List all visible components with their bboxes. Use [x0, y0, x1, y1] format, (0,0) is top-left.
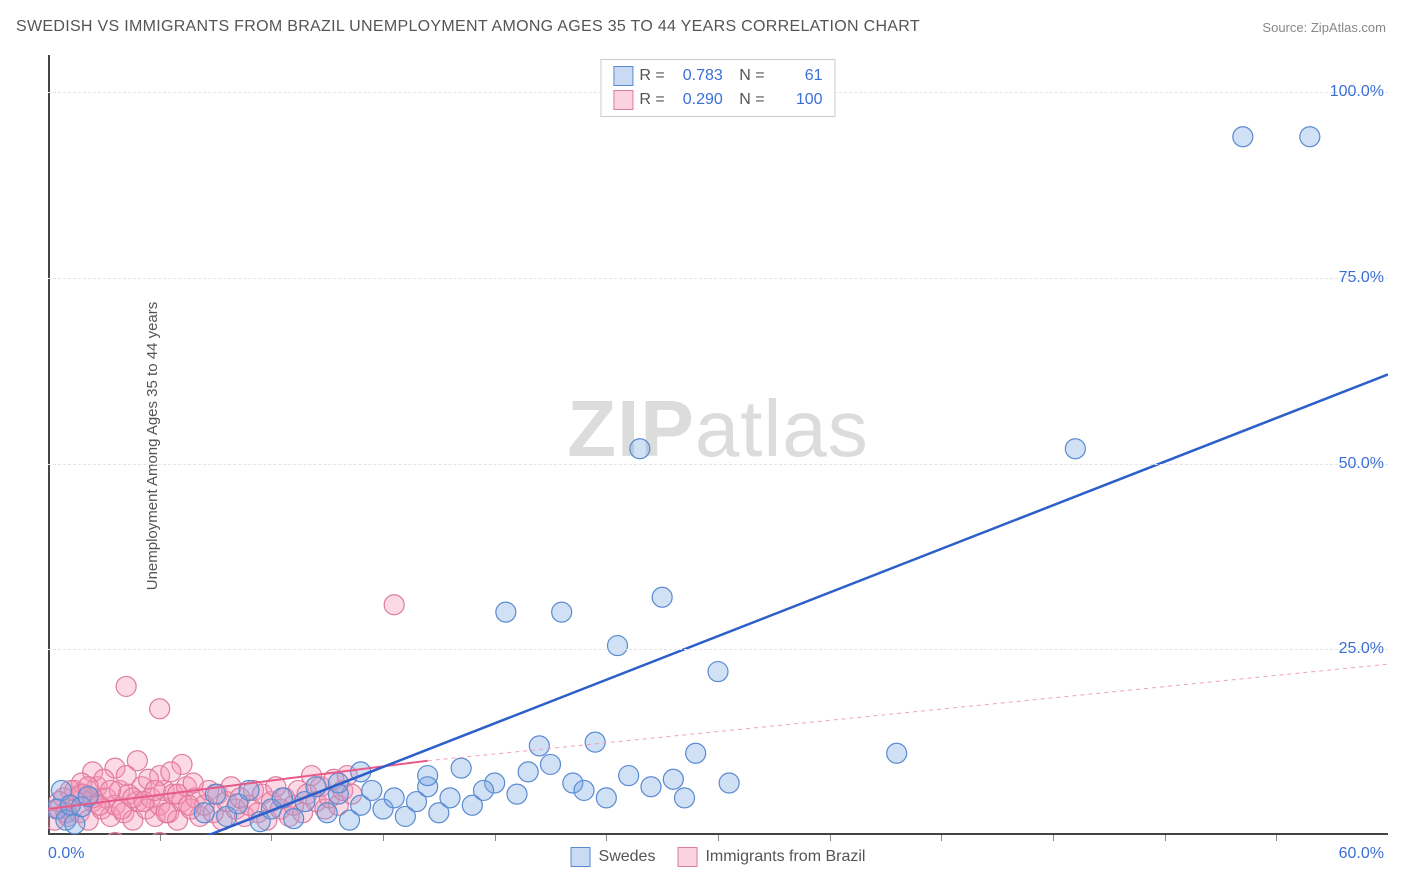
- x-tick-mark: [160, 835, 161, 841]
- data-point: [518, 762, 538, 782]
- x-tick-mark: [1165, 835, 1166, 841]
- legend-swatch-blue-icon: [571, 847, 591, 867]
- stat-R-swedes: 0.783: [671, 64, 723, 88]
- data-point: [574, 780, 594, 800]
- series-legend: Swedes Immigrants from Brazil: [571, 847, 866, 867]
- chart-title: SWEDISH VS IMMIGRANTS FROM BRAZIL UNEMPL…: [16, 18, 920, 36]
- data-point: [719, 773, 739, 793]
- data-point: [474, 780, 494, 800]
- data-point: [1233, 127, 1253, 147]
- stat-R-brazil: 0.290: [671, 88, 723, 112]
- data-point: [529, 736, 549, 756]
- stats-legend: R = 0.783 N = 61 R = 0.290 N = 100: [600, 59, 835, 117]
- source-credit: Source: ZipAtlas.com: [1262, 20, 1386, 35]
- data-point: [630, 439, 650, 459]
- data-point: [596, 788, 616, 808]
- legend-item-brazil: Immigrants from Brazil: [677, 847, 865, 867]
- stats-row-swedes: R = 0.783 N = 61: [613, 64, 822, 88]
- data-point: [161, 762, 181, 782]
- source-link[interactable]: ZipAtlas.com: [1311, 20, 1386, 35]
- data-point: [145, 780, 165, 800]
- stat-N-label2: N =: [739, 88, 764, 112]
- data-point: [362, 780, 382, 800]
- trend-line: [428, 664, 1388, 761]
- source-label: Source:: [1262, 20, 1307, 35]
- data-point: [116, 766, 136, 786]
- grid-line: [48, 464, 1388, 465]
- data-point: [608, 636, 628, 656]
- data-point: [619, 766, 639, 786]
- stat-N-swedes: 61: [771, 64, 823, 88]
- data-point: [652, 587, 672, 607]
- data-point: [887, 743, 907, 763]
- stat-N-brazil: 100: [771, 88, 823, 112]
- data-point: [116, 676, 136, 696]
- data-point: [496, 602, 516, 622]
- data-point: [384, 788, 404, 808]
- x-tick-mark: [718, 835, 719, 841]
- data-point: [105, 832, 125, 835]
- data-point: [317, 803, 337, 823]
- data-point: [384, 595, 404, 615]
- data-point: [708, 662, 728, 682]
- x-tick-mark: [941, 835, 942, 841]
- legend-label-swedes: Swedes: [599, 848, 656, 866]
- x-axis-max-label: 60.0%: [1339, 845, 1384, 863]
- legend-item-swedes: Swedes: [571, 847, 656, 867]
- x-tick-mark: [1276, 835, 1277, 841]
- y-tick-label: 50.0%: [1339, 455, 1384, 473]
- data-point: [440, 788, 460, 808]
- x-tick-mark: [830, 835, 831, 841]
- swatch-pink-icon: [613, 90, 633, 110]
- x-tick-mark: [383, 835, 384, 841]
- data-point: [284, 809, 304, 829]
- x-tick-mark: [495, 835, 496, 841]
- grid-line: [48, 649, 1388, 650]
- chart-area: ZIPatlas 25.0%50.0%75.0%100.0% 0.0% 60.0…: [48, 55, 1388, 835]
- grid-line: [48, 278, 1388, 279]
- x-axis-min-label: 0.0%: [48, 845, 84, 863]
- data-point: [418, 766, 438, 786]
- data-point: [585, 732, 605, 752]
- stat-N-label: N =: [739, 64, 764, 88]
- legend-label-brazil: Immigrants from Brazil: [705, 848, 865, 866]
- y-tick-label: 75.0%: [1339, 269, 1384, 287]
- x-tick-mark: [271, 835, 272, 841]
- data-point: [663, 769, 683, 789]
- data-point: [451, 758, 471, 778]
- data-point: [541, 754, 561, 774]
- data-point: [675, 788, 695, 808]
- data-point: [552, 602, 572, 622]
- data-point: [150, 699, 170, 719]
- stat-R-label2: R =: [639, 88, 664, 112]
- data-point: [156, 803, 176, 823]
- data-point: [507, 784, 527, 804]
- data-point: [1300, 127, 1320, 147]
- x-tick-mark: [1053, 835, 1054, 841]
- legend-swatch-pink-icon: [677, 847, 697, 867]
- data-point: [101, 780, 121, 800]
- data-point: [641, 777, 661, 797]
- data-point: [1065, 439, 1085, 459]
- swatch-blue-icon: [613, 66, 633, 86]
- data-point: [273, 788, 293, 808]
- stat-R-label: R =: [639, 64, 664, 88]
- y-tick-label: 100.0%: [1330, 83, 1384, 101]
- data-point: [194, 803, 214, 823]
- x-tick-mark: [606, 835, 607, 841]
- scatter-plot: [48, 55, 1388, 835]
- data-point: [686, 743, 706, 763]
- y-tick-label: 25.0%: [1339, 640, 1384, 658]
- stats-row-brazil: R = 0.290 N = 100: [613, 88, 822, 112]
